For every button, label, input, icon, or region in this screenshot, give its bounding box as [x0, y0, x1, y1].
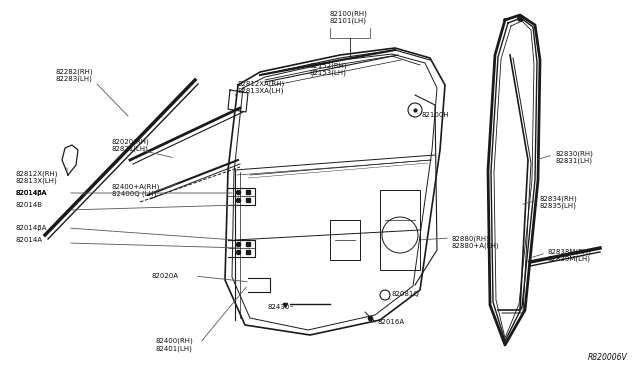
Text: 82880(RH)
82880+A(LH): 82880(RH) 82880+A(LH) [452, 235, 500, 249]
Text: 82400(RH)
82401(LH): 82400(RH) 82401(LH) [155, 338, 193, 352]
Text: 82014A: 82014A [15, 237, 42, 243]
Text: 82838M(RH)
82839M(LH): 82838M(RH) 82839M(LH) [548, 248, 592, 262]
Text: 82400+A(RH)
82400Q (LH): 82400+A(RH) 82400Q (LH) [112, 183, 161, 197]
Text: 82014B: 82014B [15, 202, 42, 208]
Text: 82100(RH)
82101(LH): 82100(RH) 82101(LH) [329, 10, 367, 24]
Text: 82812XA(RH)
82813XA(LH): 82812XA(RH) 82813XA(LH) [238, 80, 285, 94]
Text: 82282(RH)
82283(LH): 82282(RH) 82283(LH) [55, 68, 93, 82]
Text: 82014βA: 82014βA [15, 190, 46, 196]
Text: 82100H: 82100H [422, 112, 450, 118]
Text: 82014βA: 82014βA [15, 190, 46, 196]
Text: 82014βA: 82014βA [15, 225, 46, 231]
Text: 82020A: 82020A [152, 273, 179, 279]
Text: 82016A: 82016A [378, 319, 405, 325]
Text: 82834(RH)
82835(LH): 82834(RH) 82835(LH) [540, 195, 578, 209]
Text: 82081Q: 82081Q [392, 291, 420, 297]
Text: 82430: 82430 [268, 304, 291, 310]
Text: 82152(RH)
82153(LH): 82152(RH) 82153(LH) [310, 62, 348, 76]
Text: 82830(RH)
82831(LH): 82830(RH) 82831(LH) [555, 150, 593, 164]
Text: R820006V: R820006V [588, 353, 628, 362]
Text: 82020(RH)
82821(LH): 82020(RH) 82821(LH) [112, 138, 150, 152]
Text: 82014βA: 82014βA [15, 190, 46, 196]
Text: 82812X(RH)
82813X(LH): 82812X(RH) 82813X(LH) [15, 170, 58, 184]
